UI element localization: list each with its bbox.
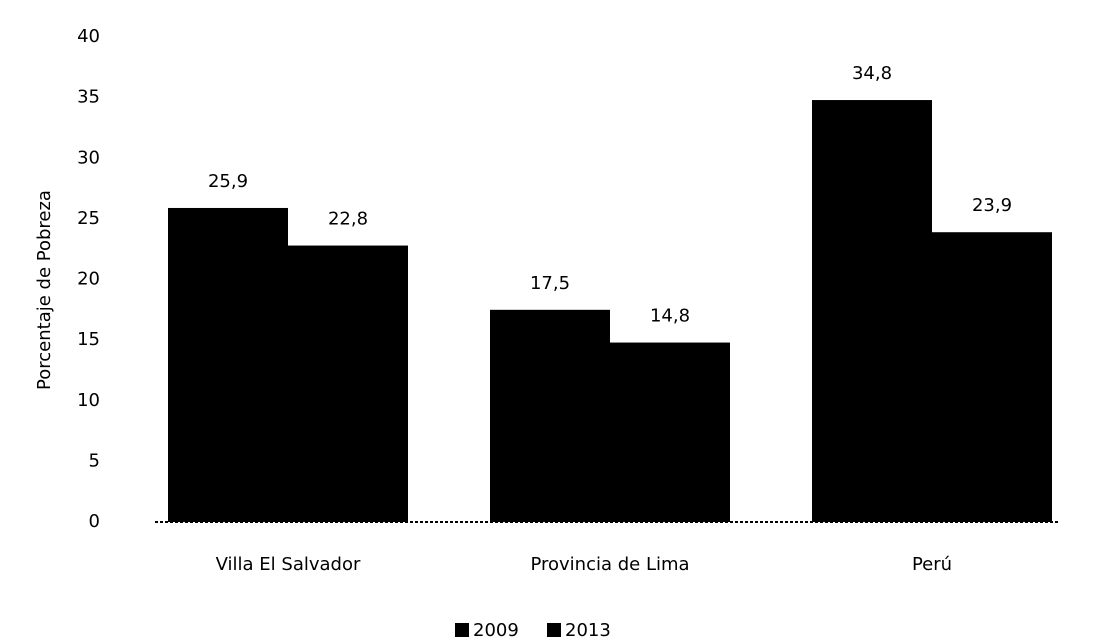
data-label: 14,8 [650, 306, 690, 327]
bar [288, 245, 408, 523]
data-label: 23,9 [972, 195, 1012, 216]
y-tick-label: 10 [77, 390, 100, 411]
x-tick-label: Villa El Salvador [216, 554, 361, 575]
data-label: 22,8 [328, 209, 368, 230]
bar [168, 207, 288, 522]
y-tick-label: 40 [77, 26, 100, 47]
data-label: 17,5 [530, 273, 570, 294]
x-tick-label: Provincia de Lima [530, 554, 689, 575]
y-tick-label: 25 [77, 208, 100, 229]
data-label: 34,8 [852, 63, 892, 84]
y-tick-label: 5 [89, 450, 100, 471]
bar [610, 342, 730, 522]
y-tick-label: 20 [77, 269, 100, 290]
legend-label: 2009 [473, 620, 519, 641]
y-axis-label: Porcentaje de Pobreza [34, 190, 55, 390]
y-tick-label: 15 [77, 329, 100, 350]
bar [932, 232, 1052, 522]
data-label: 25,9 [208, 171, 248, 192]
bar [812, 100, 932, 523]
legend-swatch [455, 623, 469, 637]
y-tick-label: 35 [77, 87, 100, 108]
legend-label: 2013 [565, 620, 611, 641]
y-tick-label: 30 [77, 147, 100, 168]
y-tick-label: 0 [89, 511, 100, 532]
legend-swatch [547, 623, 561, 637]
bar [490, 309, 610, 522]
x-tick-label: Perú [912, 554, 952, 575]
